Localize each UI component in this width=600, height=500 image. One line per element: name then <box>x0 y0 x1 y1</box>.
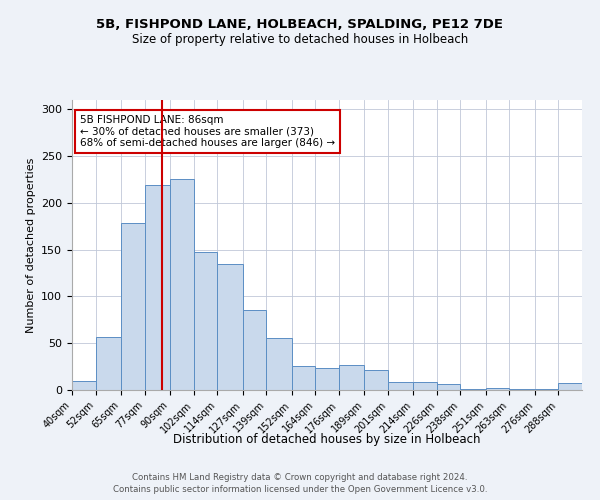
Bar <box>194 252 217 390</box>
Bar <box>437 384 460 390</box>
Text: 5B FISHPOND LANE: 86sqm
← 30% of detached houses are smaller (373)
68% of semi-d: 5B FISHPOND LANE: 86sqm ← 30% of detache… <box>80 115 335 148</box>
Text: Size of property relative to detached houses in Holbeach: Size of property relative to detached ho… <box>132 32 468 46</box>
Y-axis label: Number of detached properties: Number of detached properties <box>26 158 35 332</box>
Bar <box>509 389 535 390</box>
Text: 5B, FISHPOND LANE, HOLBEACH, SPALDING, PE12 7DE: 5B, FISHPOND LANE, HOLBEACH, SPALDING, P… <box>97 18 503 30</box>
Bar <box>413 382 437 390</box>
Bar <box>121 222 145 390</box>
Bar <box>292 366 315 390</box>
Bar <box>242 310 266 390</box>
Bar <box>388 382 413 390</box>
Bar <box>364 370 388 390</box>
Text: Contains HM Land Registry data © Crown copyright and database right 2024.: Contains HM Land Registry data © Crown c… <box>132 472 468 482</box>
Bar <box>486 388 509 390</box>
Bar <box>315 368 339 390</box>
Bar <box>217 264 242 390</box>
Bar <box>535 389 559 390</box>
Bar <box>72 380 95 390</box>
Text: Distribution of detached houses by size in Holbeach: Distribution of detached houses by size … <box>173 432 481 446</box>
Text: Contains public sector information licensed under the Open Government Licence v3: Contains public sector information licen… <box>113 485 487 494</box>
Bar <box>460 389 486 390</box>
Bar <box>339 364 364 390</box>
Bar <box>266 338 292 390</box>
Bar <box>170 178 194 390</box>
Bar <box>95 336 121 390</box>
Bar <box>559 382 582 390</box>
Bar <box>145 185 170 390</box>
